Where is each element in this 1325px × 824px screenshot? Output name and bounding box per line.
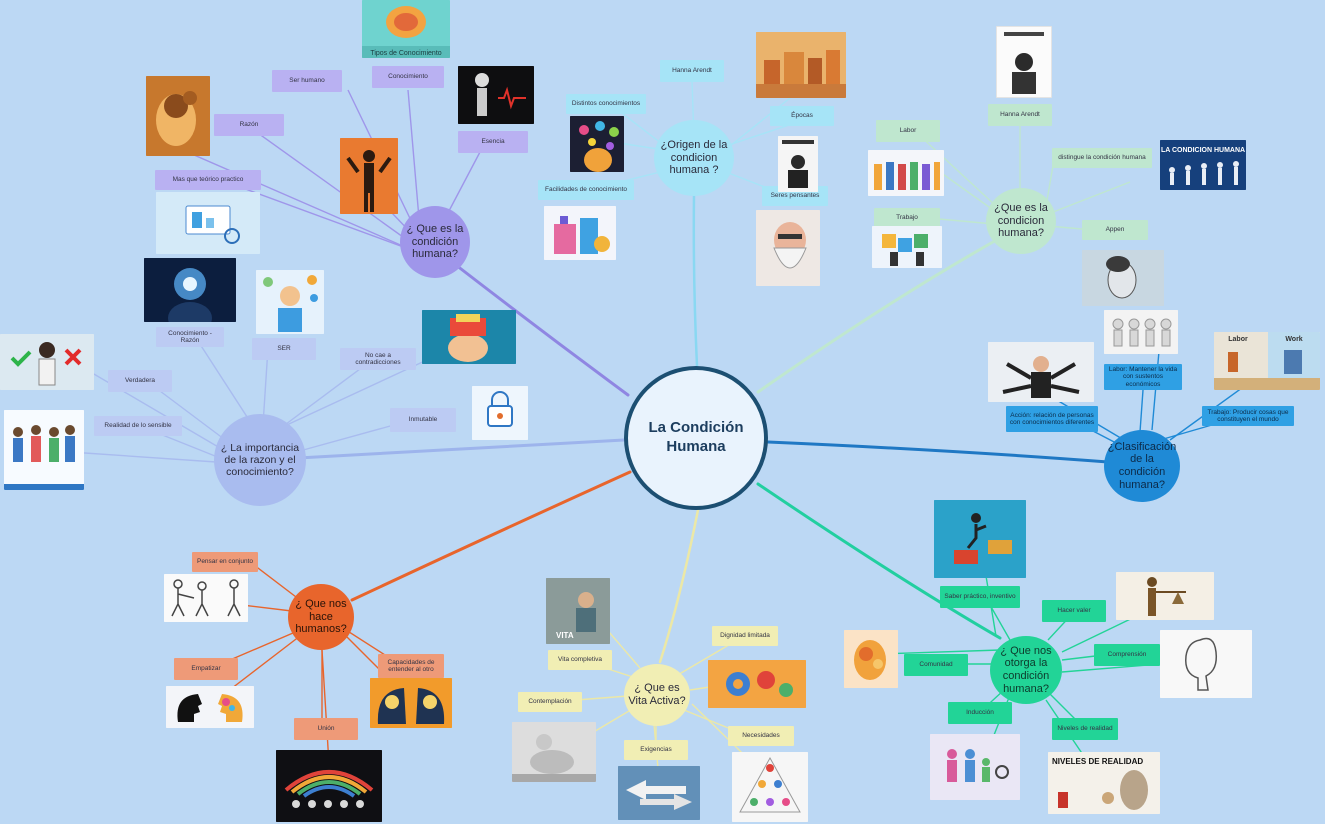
sketch-figures-icon xyxy=(164,574,248,622)
brain-heads-icon xyxy=(370,678,452,728)
evolution-caption: LA CONDICION HUMANA xyxy=(1161,147,1245,154)
profile-heads-icon xyxy=(166,686,254,728)
computer-screen-icon xyxy=(156,192,260,254)
open-head-icon xyxy=(422,310,516,364)
node-conocimiento[interactable]: Conocimiento xyxy=(372,66,444,88)
node-distingue-condicion[interactable]: distingue la condición humana xyxy=(1052,148,1152,168)
node-appen[interactable]: Appen xyxy=(1082,220,1148,240)
brain-caption: Tipos de Conocimiento xyxy=(370,50,441,57)
arrows-sign-icon xyxy=(618,766,700,820)
union-rainbow-icon xyxy=(276,750,382,822)
node-empatizar[interactable]: Empatizar xyxy=(174,658,238,680)
node-hanna-arendt-2[interactable]: Hanna Arendt xyxy=(988,104,1052,126)
orange-head-icon xyxy=(844,630,898,688)
book-portrait-icon xyxy=(996,26,1052,98)
node-epocas[interactable]: Épocas xyxy=(770,106,834,126)
node-hanna-arendt[interactable]: Hanna Arendt xyxy=(660,60,724,82)
node-comprension[interactable]: Comprensión xyxy=(1094,644,1160,666)
sketch-head-icon xyxy=(1160,630,1252,698)
node-no-cae-contradicciones[interactable]: No cae a contradicciones xyxy=(340,348,416,370)
node-dignidad-limitada[interactable]: Dignidad limitada xyxy=(712,626,778,646)
node-induccion[interactable]: Inducción xyxy=(948,702,1012,724)
node-verdadera[interactable]: Verdadera xyxy=(108,370,172,392)
vita-caption: VITA xyxy=(556,631,574,640)
node-labor[interactable]: Labor xyxy=(876,120,940,142)
node-accion-relacion[interactable]: Acción: relación de personas con conocim… xyxy=(1006,406,1098,432)
node-distintos-conocimientos[interactable]: Distintos conocimientos xyxy=(566,94,646,114)
hub-origen-condicion[interactable]: ¿Origen de la condicion humana ? xyxy=(654,120,734,196)
brain-lock-icon xyxy=(472,386,528,440)
node-conocimiento-razon[interactable]: Conocimiento - Razón xyxy=(156,327,224,347)
woman-profile-icon xyxy=(1082,250,1164,306)
family-icon xyxy=(930,734,1020,800)
labor-caption: Labor xyxy=(1228,336,1248,343)
node-facilidades-conocimiento[interactable]: Facilidades de conocimiento xyxy=(538,180,634,200)
gears-team-icon xyxy=(708,660,806,708)
node-exigencias[interactable]: Exigencias xyxy=(624,740,688,760)
human-silhouettes-icon xyxy=(340,138,398,214)
hub-vita-activa[interactable]: ¿ Que es Vita Activa? xyxy=(624,664,690,726)
node-mas-que-teorico[interactable]: Mas que teórico practico xyxy=(155,170,261,190)
puzzle-team-icon xyxy=(872,226,942,268)
node-razon[interactable]: Razón xyxy=(214,114,284,136)
node-realidad-sensible[interactable]: Realidad de lo sensible xyxy=(94,416,182,436)
node-hacer-valer[interactable]: Hacer valer xyxy=(1042,600,1106,622)
businessman-icon xyxy=(988,342,1094,402)
ancient-city-icon xyxy=(756,32,846,98)
3d-figures-icon xyxy=(1104,310,1178,354)
justice-statue-icon xyxy=(1116,572,1214,620)
vita-person-icon: VITA xyxy=(546,578,610,644)
node-contemplacion[interactable]: Contemplación xyxy=(518,692,582,712)
gear-head-icon xyxy=(146,76,210,156)
hub-que-es-condicion[interactable]: ¿ Que es la condición humana? xyxy=(400,206,470,278)
reality-levels-icon: NIVELES DE REALIDAD xyxy=(1048,752,1160,814)
node-labor-sustentos[interactable]: Labor: Mantener la vida con sustentos ec… xyxy=(1104,364,1182,390)
node-niveles-realidad[interactable]: Niveles de realidad xyxy=(1052,718,1118,740)
node-vita-completiva[interactable]: Vita completiva xyxy=(548,650,612,670)
hub-que-nos-otorga[interactable]: ¿ Que nos otorga la condición humana? xyxy=(990,636,1062,704)
central-topic[interactable]: La Condición Humana xyxy=(624,366,768,510)
node-capacidades-entender[interactable]: Capacidades de entender al otro xyxy=(378,654,444,678)
needs-pyramid-icon xyxy=(732,752,808,822)
glowing-mind-icon xyxy=(144,258,236,322)
ideas-head-icon xyxy=(570,116,624,172)
brain-icon: Tipos de Conocimiento xyxy=(362,0,450,58)
thinking-child-icon xyxy=(256,270,324,334)
node-inmutable[interactable]: Inmutable xyxy=(390,408,456,432)
reality-caption: NIVELES DE REALIDAD xyxy=(1052,757,1143,766)
bearded-elder-icon xyxy=(756,210,820,286)
node-pensar-conjunto[interactable]: Pensar en conjunto xyxy=(192,552,258,572)
humanoid-robot-icon xyxy=(458,66,534,124)
hub-que-es-condicion-2[interactable]: ¿Que es la condicion humana? xyxy=(986,188,1056,254)
node-necesidades[interactable]: Necesidades xyxy=(728,726,794,746)
decision-woman-icon xyxy=(0,334,94,390)
node-esencia[interactable]: Esencia xyxy=(458,131,528,153)
hub-clasificacion[interactable]: ¿Clasificación de la condición humana? xyxy=(1104,430,1180,502)
node-saber-practico[interactable]: Saber práctico, inventivo xyxy=(940,586,1020,608)
node-ser-humano[interactable]: Ser humano xyxy=(272,70,342,92)
labor-work-icon: Labor Work xyxy=(1214,332,1320,390)
central-topic-label: La Condición Humana xyxy=(648,419,744,455)
node-trabajo[interactable]: Trabajo xyxy=(874,208,940,228)
hub-importancia-razon[interactable]: ¿ La importancia de la razon y el conoci… xyxy=(214,414,306,506)
node-ser[interactable]: SER xyxy=(252,338,316,360)
hub-que-nos-hace[interactable]: ¿ Que nos hace humanos? xyxy=(288,584,354,650)
evolution-icon: LA CONDICION HUMANA xyxy=(1160,140,1246,190)
reading-man-icon xyxy=(778,136,818,192)
node-trabajo-producir[interactable]: Trabajo: Producir cosas que constituyen … xyxy=(1202,406,1294,426)
knowledge-building-icon xyxy=(544,206,616,260)
work-caption: Work xyxy=(1285,336,1302,343)
node-comunidad[interactable]: Comunidad xyxy=(904,654,968,676)
workers-icon xyxy=(868,150,944,196)
node-union[interactable]: Unión xyxy=(294,718,358,740)
jump-books-icon xyxy=(934,500,1026,578)
sculpture-icon xyxy=(512,722,596,782)
people-group-icon xyxy=(4,410,84,490)
